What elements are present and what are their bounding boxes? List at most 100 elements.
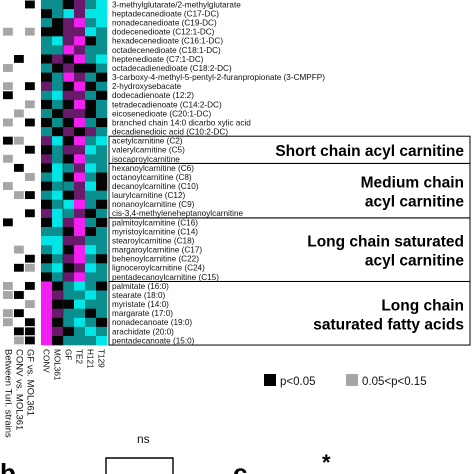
legend-weak-label: 0.05<p<0.15 — [362, 376, 427, 388]
metabolite-label: branched chain 14:0 dicarbo xylic acid — [112, 118, 251, 127]
significance-mark — [3, 27, 13, 36]
heatmap-cell — [85, 245, 97, 255]
heatmap-cell — [85, 36, 97, 46]
heatmap-cell — [85, 263, 97, 273]
metabolite-label: nonadecanedioate (C19-DC) — [112, 19, 217, 28]
heatmap-cell — [85, 317, 97, 328]
heatmap-cell — [52, 0, 64, 10]
heatmap-cell — [63, 254, 75, 264]
heatmap-cell — [63, 0, 75, 10]
heatmap-cell — [52, 127, 64, 137]
significance-mark — [25, 318, 35, 327]
comparison-label: Between Turi. strains — [3, 349, 14, 438]
significance-mark — [14, 263, 24, 272]
heatmap-cell — [96, 326, 108, 337]
heatmap-cell — [52, 335, 64, 346]
metabolite-label: pentadecanoylcarnitine (C15) — [112, 273, 219, 282]
significance-mark — [3, 281, 13, 290]
legend-strong-swatch — [264, 374, 276, 386]
heatmap-cell — [63, 281, 75, 291]
heatmap-cell — [74, 181, 86, 191]
column-label-layer: CONV MOL361 GF TE2 H121 T129 Between Turi. str… — [3, 349, 106, 438]
heatmap-cell — [52, 308, 64, 319]
significance-mark — [14, 109, 24, 118]
metabolite-label: laurylcarnitine (C12) — [112, 191, 186, 200]
significance-mark — [14, 291, 24, 299]
heatmap-cell — [52, 272, 64, 282]
metabolite-label: heptadecanedioate (C17-DC) — [112, 9, 219, 18]
group-box — [108, 280, 471, 346]
heatmap-cell — [52, 254, 64, 264]
metabolite-label: margarate (17:0) — [112, 309, 173, 318]
significance-mark — [3, 91, 13, 100]
significance-mark — [25, 254, 35, 263]
heatmap-cell — [52, 172, 64, 182]
strain-label: MOL361 — [53, 349, 62, 381]
heatmap-cell — [85, 9, 97, 19]
significance-mark — [3, 64, 13, 72]
strain-label: T129 — [97, 349, 106, 368]
heatmap-layer — [41, 0, 108, 346]
significance-mark — [3, 218, 13, 227]
heatmap-cell — [85, 181, 97, 191]
heatmap-cell — [74, 127, 86, 137]
heatmap-cell — [63, 172, 75, 182]
heatmap-cell — [41, 335, 53, 346]
heatmap-cell — [74, 335, 86, 346]
heatmap-cell — [52, 227, 64, 237]
significance-mark — [25, 100, 35, 109]
heatmap-cell — [41, 272, 53, 282]
heatmap-cell — [63, 127, 75, 137]
heatmap-cell — [74, 154, 86, 164]
heatmap-cell — [96, 335, 108, 346]
group-label: acyl carnitine — [365, 194, 464, 211]
heatmap-cell — [41, 290, 53, 300]
significance-mark — [25, 27, 35, 36]
heatmap-cell — [41, 308, 53, 319]
group-label-layer: Short chain acyl carnitine Medium chain ac… — [108, 135, 471, 346]
panel-b-bracket — [105, 457, 174, 474]
heatmap-cell — [41, 163, 53, 173]
metabolite-label: pentadecanoate (15:0) — [112, 336, 195, 345]
heatmap-cell — [41, 236, 53, 246]
heatmap-cell — [41, 136, 53, 146]
metabolite-label-layer: 3-methylglutarate/2-methylglutaratehepta… — [112, 0, 325, 345]
heatmap-cell — [96, 0, 108, 10]
metabolite-label: cis-3,4-methyleneheptanoylcarnitine — [112, 209, 244, 218]
heatmap-cell — [52, 163, 64, 173]
heatmap-cell — [74, 27, 86, 37]
heatmap-cell — [74, 99, 86, 110]
heatmap-cell — [96, 254, 108, 264]
heatmap-cell — [41, 245, 53, 255]
heatmap-cell — [85, 335, 97, 346]
heatmap-cell — [96, 172, 108, 182]
heatmap-cell — [63, 163, 75, 173]
heatmap-cell — [96, 72, 108, 83]
heatmap-cell — [96, 99, 108, 110]
heatmap-cell — [74, 190, 86, 201]
heatmap-cell — [85, 0, 97, 10]
metabolite-label: lignoceroylcarnitine (C24) — [112, 264, 205, 273]
heatmap-cell — [74, 54, 86, 64]
heatmap-cell — [63, 27, 75, 37]
heatmap-cell — [52, 208, 64, 219]
heatmap-cell — [85, 54, 97, 64]
heatmap-cell — [41, 254, 53, 264]
heatmap-cell — [96, 236, 108, 246]
heatmap-cell — [41, 317, 53, 328]
heatmap-cell — [41, 172, 53, 182]
significance-mark — [3, 118, 13, 127]
heatmap-cell — [85, 308, 97, 319]
heatmap-cell — [63, 308, 75, 319]
metabolite-label: decanoylcarnitine (C10) — [112, 182, 199, 191]
heatmap-cell — [96, 108, 108, 119]
heatmap-cell — [41, 54, 53, 64]
heatmap-cell — [74, 18, 86, 28]
heatmap-cell — [41, 90, 53, 101]
heatmap-cell — [74, 217, 86, 228]
heatmap-cell — [52, 9, 64, 19]
heatmap-cell — [63, 335, 75, 346]
heatmap-cell — [41, 190, 53, 201]
metabolite-label: palmitoylcarnitine (C16) — [112, 218, 198, 227]
